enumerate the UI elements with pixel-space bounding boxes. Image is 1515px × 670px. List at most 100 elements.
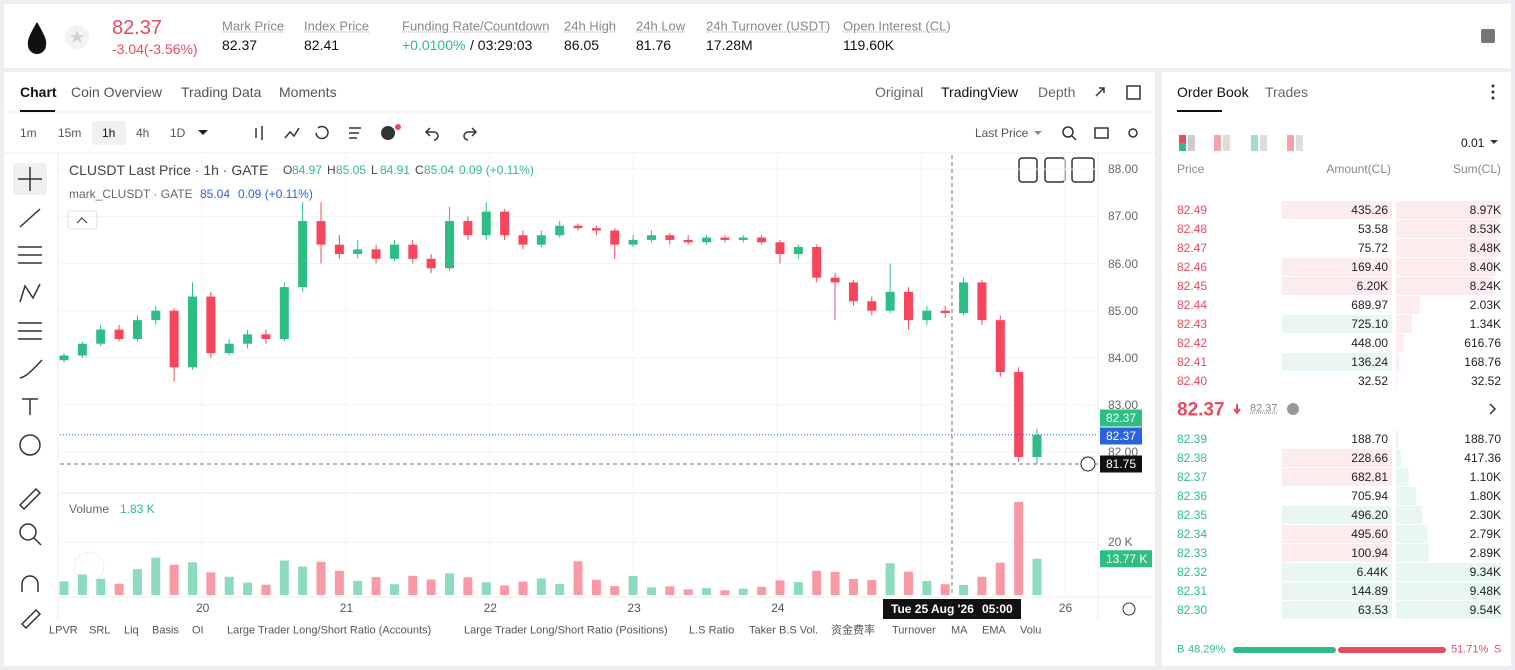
book-mode-icons[interactable] xyxy=(1179,135,1303,151)
candle-body xyxy=(481,211,491,236)
stat-label[interactable]: 24h Low xyxy=(636,18,686,34)
candle-body xyxy=(793,247,803,255)
book-price[interactable]: 82.39 xyxy=(1177,432,1208,446)
book-price[interactable]: 82.45 xyxy=(1177,279,1208,293)
price-source[interactable]: Last Price xyxy=(975,126,1029,140)
tab[interactable]: Trading Data xyxy=(181,84,262,100)
interval[interactable]: 15m xyxy=(58,126,82,140)
indicator-tab[interactable]: Large Trader Long/Short Ratio (Accounts) xyxy=(227,624,432,637)
book-price[interactable]: 82.31 xyxy=(1177,584,1208,598)
candle-body xyxy=(500,211,510,236)
volume-bar xyxy=(445,573,455,595)
tab[interactable]: Moments xyxy=(279,84,337,100)
book-price[interactable]: 82.49 xyxy=(1177,203,1208,217)
book-price[interactable]: 82.46 xyxy=(1177,260,1208,274)
indicator-tab[interactable]: OI xyxy=(192,624,204,637)
book-price[interactable]: 82.48 xyxy=(1177,222,1208,236)
indicator-tab[interactable]: L.S Ratio xyxy=(689,624,735,637)
volume-bar xyxy=(885,563,895,595)
notes-icon[interactable] xyxy=(1481,29,1495,43)
indicator-tab[interactable]: Turnover xyxy=(892,624,936,637)
view-tab[interactable]: TradingView xyxy=(941,84,1019,100)
candle-body xyxy=(738,237,748,240)
book-price[interactable]: 82.37 xyxy=(1177,470,1208,484)
book-price[interactable]: 82.42 xyxy=(1177,336,1208,350)
column-header: Sum(CL) xyxy=(1452,162,1501,176)
book-price[interactable]: 82.32 xyxy=(1177,565,1208,579)
sell-ratio-bar xyxy=(1338,647,1446,653)
book-price[interactable]: 82.38 xyxy=(1177,451,1208,465)
volume-bar xyxy=(463,577,473,595)
stat-value: 17.28M xyxy=(706,37,753,53)
collapse-button[interactable] xyxy=(67,210,98,230)
dropdown-arrow[interactable] xyxy=(1034,131,1042,135)
indicator-icon[interactable] xyxy=(381,126,395,140)
candle-body xyxy=(206,296,216,354)
candle-body xyxy=(389,244,399,259)
indicator-tab[interactable]: EMA xyxy=(982,624,1006,637)
stat-label[interactable]: Open Interest (CL) xyxy=(843,18,951,34)
volume-bar xyxy=(573,561,583,595)
precision[interactable]: 0.01 xyxy=(1461,136,1485,150)
more-menu[interactable] xyxy=(1491,84,1495,100)
book-amount: 495.60 xyxy=(1351,527,1388,541)
book-price[interactable]: 82.47 xyxy=(1177,241,1208,255)
candle-body xyxy=(665,235,675,240)
book-price[interactable]: 82.41 xyxy=(1177,355,1208,369)
amount-highlight xyxy=(1282,544,1392,562)
tab[interactable]: Coin Overview xyxy=(71,84,163,100)
indicator-tab[interactable]: Taker B.S Vol. xyxy=(749,624,819,637)
book-price[interactable]: 82.35 xyxy=(1177,508,1208,522)
x-tick-label: 24 xyxy=(771,601,785,615)
book-price[interactable]: 82.30 xyxy=(1177,603,1208,617)
indicator-tab[interactable]: SRL xyxy=(89,624,111,637)
book-price[interactable]: 82.44 xyxy=(1177,298,1208,312)
stat-label[interactable]: Funding Rate/Countdown xyxy=(402,18,550,34)
settings-icon[interactable] xyxy=(1122,602,1136,616)
stat-label[interactable]: 24h High xyxy=(564,18,617,34)
volume-bar xyxy=(77,574,87,595)
book-price[interactable]: 82.40 xyxy=(1177,374,1208,388)
stat-label[interactable]: 24h Turnover (USDT) xyxy=(706,18,831,34)
interval[interactable]: 1D xyxy=(170,126,186,140)
view-tab[interactable]: Original xyxy=(875,84,924,100)
stat-countdown: / 03:29:03 xyxy=(470,37,533,53)
dropdown-arrow[interactable] xyxy=(1490,140,1498,144)
info-icon[interactable] xyxy=(1287,403,1299,415)
candle-body xyxy=(334,244,344,255)
view-tab[interactable]: Depth xyxy=(1038,84,1076,100)
crosshair-date: Tue 25 Aug '26 xyxy=(891,602,974,616)
tab[interactable]: Chart xyxy=(20,84,57,100)
book-tab[interactable]: Order Book xyxy=(1177,84,1249,100)
interval[interactable]: 1h xyxy=(102,126,116,140)
depth-bar xyxy=(1396,258,1496,276)
book-price[interactable]: 82.33 xyxy=(1177,546,1208,560)
stat-label[interactable]: Mark Price xyxy=(222,18,285,34)
interval[interactable]: 4h xyxy=(136,126,150,140)
dropdown-arrow[interactable] xyxy=(198,130,208,135)
indicator-tab[interactable]: MA xyxy=(951,624,968,637)
expand-arrow[interactable] xyxy=(1489,403,1497,415)
indicator-tab[interactable]: Liq xyxy=(124,624,139,637)
volume-bar xyxy=(169,564,179,595)
candle-body xyxy=(591,228,601,231)
indicator-tab[interactable]: LPVR xyxy=(49,624,78,637)
book-mark-price: 82.37 xyxy=(1250,402,1278,415)
amount-highlight xyxy=(1282,258,1392,276)
indicator-tab[interactable]: Large Trader Long/Short Ratio (Positions… xyxy=(464,624,668,637)
candle-body xyxy=(1014,372,1024,457)
book-tab[interactable]: Trades xyxy=(1265,84,1309,100)
interval[interactable]: 1m xyxy=(20,126,37,140)
indicator-tab[interactable]: 资金费率 xyxy=(831,624,875,637)
depth-bar xyxy=(1396,449,1402,467)
stat-label[interactable]: Index Price xyxy=(304,18,370,34)
book-price[interactable]: 82.34 xyxy=(1177,527,1208,541)
book-price[interactable]: 82.43 xyxy=(1177,317,1208,331)
toolbar-icons[interactable] xyxy=(18,85,1141,630)
book-amount: 100.94 xyxy=(1351,546,1388,560)
indicator-tab[interactable]: Volu xyxy=(1020,624,1042,637)
volume-bar xyxy=(1032,558,1042,595)
indicator-tab[interactable]: Basis xyxy=(152,624,179,637)
candle-body xyxy=(959,282,969,314)
book-price[interactable]: 82.36 xyxy=(1177,489,1208,503)
